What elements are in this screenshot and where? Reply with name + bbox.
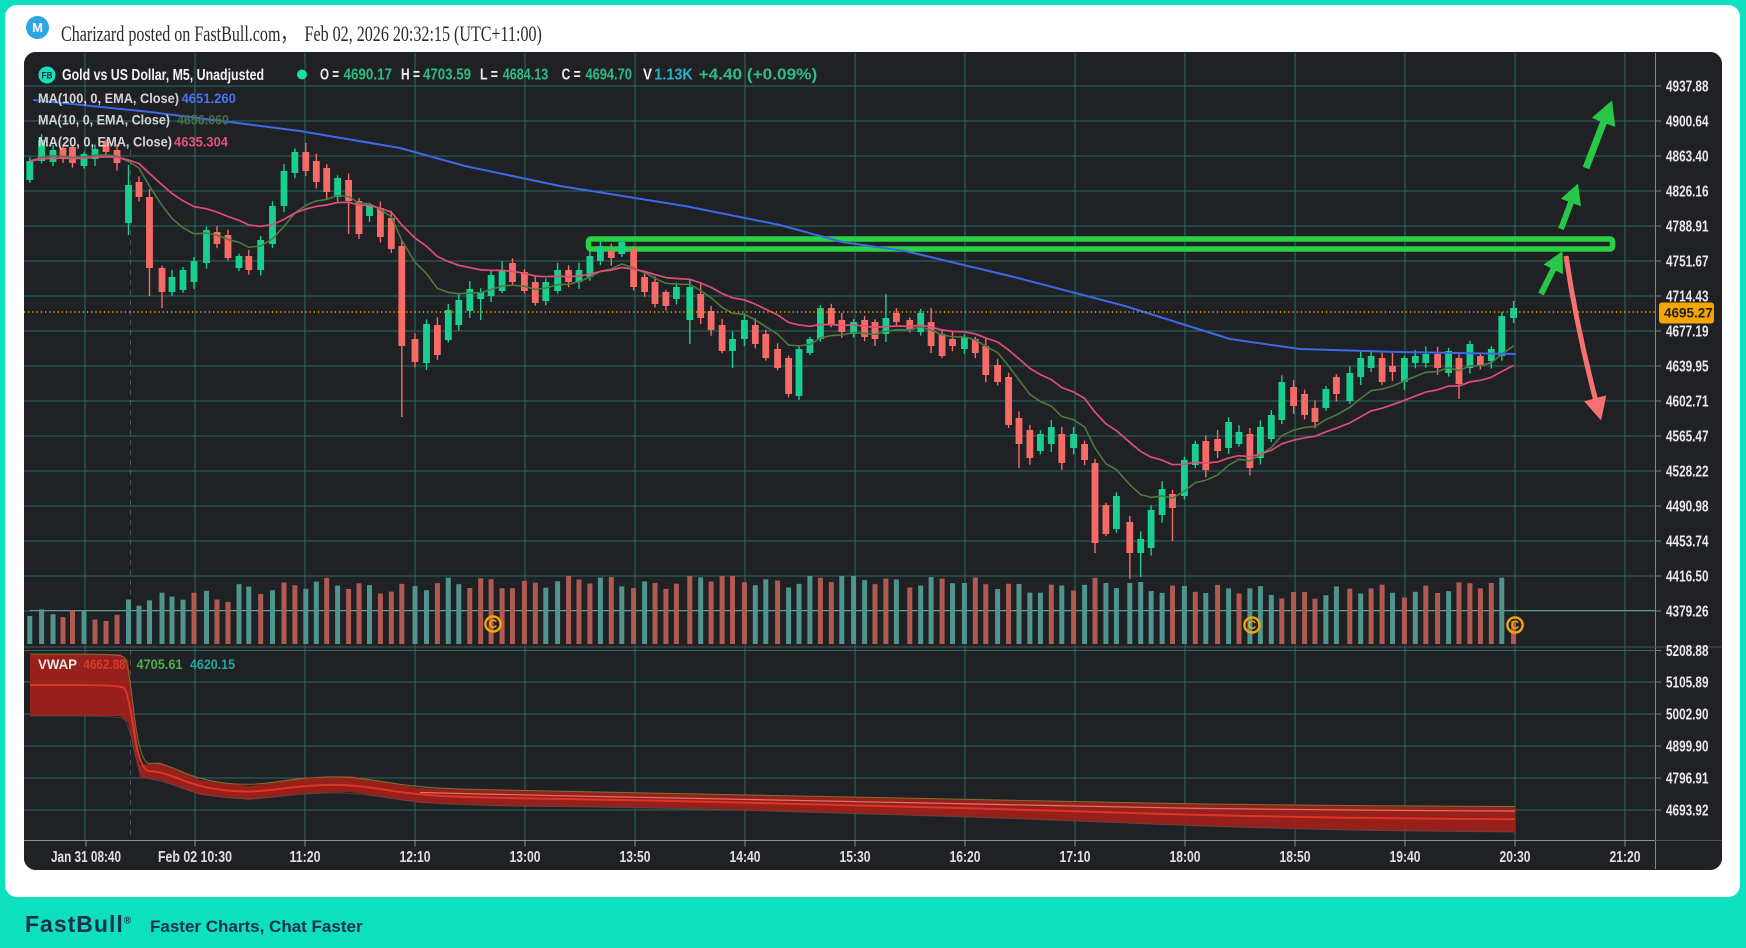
svg-text:C: C [1248,620,1256,632]
svg-text:5105.89: 5105.89 [1666,675,1709,692]
svg-text:Feb 02 10:30: Feb 02 10:30 [158,849,232,866]
svg-text:FB: FB [42,71,53,82]
svg-text:4788.91: 4788.91 [1666,219,1709,236]
svg-text:4695.27: 4695.27 [1664,306,1713,321]
svg-text:4714.43: 4714.43 [1666,289,1709,306]
svg-text:15:30: 15:30 [840,849,871,866]
svg-text:4656.060: 4656.060 [177,112,229,128]
svg-text:11:20: 11:20 [290,849,321,866]
svg-text:4899.90: 4899.90 [1666,739,1709,756]
svg-text:21:20: 21:20 [1610,849,1641,866]
svg-text:MA(10, 0, EMA, Close): MA(10, 0, EMA, Close) [38,112,170,128]
svg-text:4662.88: 4662.88 [84,656,126,672]
svg-text:1.13K: 1.13K [654,67,693,84]
svg-text:4684.13: 4684.13 [503,67,549,84]
svg-text:4565.47: 4565.47 [1666,429,1709,446]
svg-text:4416.50: 4416.50 [1666,569,1709,586]
svg-text:4937.88: 4937.88 [1666,79,1709,96]
svg-text:4693.92: 4693.92 [1666,803,1709,820]
svg-text:MA(20, 0, EMA, Close): MA(20, 0, EMA, Close) [38,134,172,150]
svg-text:4703.59: 4703.59 [423,67,471,84]
svg-text:4705.61: 4705.61 [137,656,183,672]
svg-text:O =: O = [320,67,339,84]
svg-text:12:10: 12:10 [400,849,431,866]
svg-text:19:40: 19:40 [1390,849,1421,866]
svg-text:4677.19: 4677.19 [1666,324,1709,341]
svg-text:14:40: 14:40 [730,849,761,866]
svg-text:4639.95: 4639.95 [1666,359,1709,376]
svg-text:4863.40: 4863.40 [1666,149,1709,166]
svg-text:20:30: 20:30 [1500,849,1531,866]
svg-text:+4.40 (+0.09%): +4.40 (+0.09%) [699,67,818,84]
svg-text:C: C [489,619,497,631]
svg-text:MA(100, 0, EMA, Close): MA(100, 0, EMA, Close) [38,90,179,106]
svg-text:17:10: 17:10 [1060,849,1091,866]
svg-text:V: V [643,67,653,84]
svg-text:18:50: 18:50 [1280,849,1311,866]
svg-text:4602.71: 4602.71 [1666,394,1709,411]
svg-text:13:50: 13:50 [620,849,651,866]
svg-text:Gold vs US Dollar, M5, Unadjus: Gold vs US Dollar, M5, Unadjusted [62,67,264,84]
svg-text:C: C [1511,620,1519,632]
svg-text:5002.90: 5002.90 [1666,707,1709,724]
svg-text:4528.22: 4528.22 [1666,464,1709,481]
svg-text:5208.88: 5208.88 [1666,643,1709,660]
svg-text:C =: C = [562,67,581,84]
svg-text:4690.17: 4690.17 [344,67,393,84]
svg-text:4651.260: 4651.260 [182,90,237,106]
svg-text:4490.98: 4490.98 [1666,499,1709,516]
svg-text:4796.91: 4796.91 [1666,771,1709,788]
svg-text:Jan 31 08:40: Jan 31 08:40 [51,849,121,866]
svg-text:4826.16: 4826.16 [1666,184,1709,201]
svg-text:4694.70: 4694.70 [586,67,632,84]
svg-text:L =: L = [480,67,498,84]
svg-text:H =: H = [401,67,420,84]
svg-text:13:00: 13:00 [510,849,541,866]
svg-text:4900.64: 4900.64 [1666,114,1709,131]
svg-text:4379.26: 4379.26 [1666,604,1709,621]
svg-text:18:00: 18:00 [1170,849,1201,866]
svg-text:4751.67: 4751.67 [1666,254,1709,271]
svg-text:4620.15: 4620.15 [190,656,235,672]
svg-text:4635.304: 4635.304 [174,134,228,150]
svg-text:16:20: 16:20 [950,849,981,866]
svg-text:VWAP: VWAP [38,656,77,672]
svg-text:4453.74: 4453.74 [1666,534,1709,551]
